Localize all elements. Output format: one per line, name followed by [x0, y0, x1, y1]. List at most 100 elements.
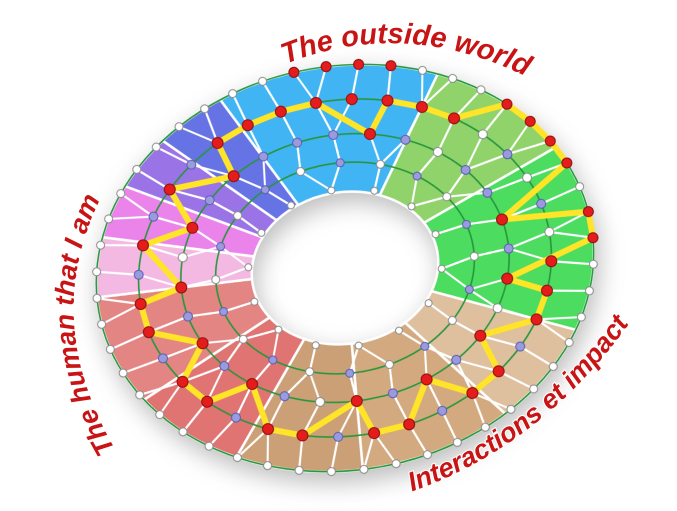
- node-ring1-29[interactable]: [137, 239, 150, 252]
- node-ring2-6[interactable]: [495, 213, 509, 226]
- node-ring1-27[interactable]: [134, 298, 147, 311]
- node-ring0-29[interactable]: [204, 441, 214, 451]
- node-ring3-14[interactable]: [219, 307, 229, 317]
- node-ring4-2[interactable]: [407, 202, 416, 211]
- node-ring0-44[interactable]: [200, 104, 210, 114]
- node-ring2-17[interactable]: [246, 378, 259, 391]
- node-ring0-47[interactable]: [288, 66, 300, 79]
- node-ring3-17[interactable]: [233, 211, 243, 221]
- node-ring1-23[interactable]: [201, 395, 214, 408]
- node-ring0-4[interactable]: [448, 73, 458, 83]
- node-ring0-27[interactable]: [263, 461, 273, 471]
- node-ring0-42[interactable]: [151, 142, 161, 152]
- node-ring2-23[interactable]: [186, 221, 199, 234]
- node-ring0-32[interactable]: [135, 390, 145, 400]
- node-ring1-22[interactable]: [230, 412, 241, 423]
- node-ring0-43[interactable]: [174, 122, 184, 132]
- node-ring1-24[interactable]: [176, 375, 189, 388]
- node-ring0-10[interactable]: [575, 182, 585, 192]
- node-ring0-6[interactable]: [501, 98, 513, 110]
- node-ring0-21[interactable]: [452, 437, 462, 447]
- node-ring2-25[interactable]: [227, 170, 240, 183]
- node-ring1-6[interactable]: [502, 149, 513, 160]
- node-ring4-6[interactable]: [394, 326, 403, 335]
- node-ring1-17[interactable]: [403, 418, 416, 431]
- node-ring0-39[interactable]: [104, 214, 114, 224]
- node-ring1-21[interactable]: [262, 423, 275, 436]
- node-ring0-40[interactable]: [116, 189, 126, 199]
- node-ring2-10[interactable]: [474, 329, 487, 342]
- node-ring1-14[interactable]: [492, 365, 505, 378]
- node-ring3-12[interactable]: [268, 355, 278, 365]
- node-ring1-18[interactable]: [368, 427, 381, 440]
- node-ring2-27[interactable]: [292, 137, 303, 148]
- node-ring4-11[interactable]: [244, 263, 253, 272]
- node-ring0-15[interactable]: [576, 312, 586, 322]
- node-ring2-5[interactable]: [482, 187, 493, 198]
- node-ring0-20[interactable]: [480, 422, 490, 432]
- node-ring1-3[interactable]: [415, 100, 429, 114]
- node-ring3-0[interactable]: [335, 158, 345, 168]
- node-ring3-1[interactable]: [375, 159, 385, 169]
- node-ring2-9[interactable]: [492, 303, 503, 314]
- node-ring2-16[interactable]: [279, 391, 290, 402]
- node-ring0-23[interactable]: [391, 459, 401, 469]
- node-ring2-2[interactable]: [400, 134, 411, 145]
- node-ring1-33[interactable]: [211, 137, 224, 150]
- node-ring0-11[interactable]: [582, 206, 595, 218]
- node-ring3-8[interactable]: [420, 341, 430, 351]
- node-ring2-12[interactable]: [420, 373, 433, 386]
- node-ring2-0[interactable]: [328, 130, 339, 141]
- node-ring4-7[interactable]: [354, 341, 363, 350]
- node-ring0-5[interactable]: [476, 85, 486, 95]
- node-ring4-8[interactable]: [311, 341, 320, 350]
- node-ring0-17[interactable]: [548, 362, 558, 372]
- node-ring1-1[interactable]: [345, 93, 358, 106]
- node-ring1-0[interactable]: [309, 96, 323, 110]
- node-ring0-12[interactable]: [587, 232, 599, 244]
- node-ring0-33[interactable]: [118, 368, 128, 378]
- node-ring0-7[interactable]: [524, 115, 536, 128]
- node-ring1-35[interactable]: [274, 105, 287, 118]
- node-ring1-32[interactable]: [186, 159, 197, 170]
- node-ring1-31[interactable]: [163, 183, 176, 196]
- node-ring1-10[interactable]: [545, 255, 558, 268]
- node-ring0-16[interactable]: [564, 337, 574, 347]
- node-ring3-4[interactable]: [461, 219, 471, 229]
- node-ring0-46[interactable]: [258, 76, 268, 86]
- node-ring1-15[interactable]: [466, 386, 479, 400]
- node-ring0-28[interactable]: [232, 453, 242, 463]
- node-ring4-9[interactable]: [274, 325, 283, 334]
- node-ring1-7[interactable]: [522, 172, 533, 183]
- node-ring3-3[interactable]: [442, 192, 452, 202]
- node-ring3-2[interactable]: [412, 171, 422, 181]
- node-ring4-4[interactable]: [437, 264, 446, 273]
- node-ring0-8[interactable]: [544, 135, 557, 147]
- node-ring1-8[interactable]: [536, 198, 547, 209]
- node-ring0-45[interactable]: [228, 89, 238, 99]
- node-ring0-24[interactable]: [359, 464, 369, 474]
- node-ring2-11[interactable]: [451, 354, 462, 365]
- node-ring1-19[interactable]: [333, 431, 344, 442]
- node-ring1-12[interactable]: [530, 313, 543, 326]
- node-ring0-25[interactable]: [326, 467, 336, 477]
- node-ring2-3[interactable]: [432, 146, 443, 157]
- node-ring3-10[interactable]: [345, 368, 355, 378]
- node-ring2-13[interactable]: [387, 388, 398, 399]
- node-ring1-9[interactable]: [544, 226, 555, 237]
- node-ring0-30[interactable]: [178, 427, 188, 437]
- node-ring1-25[interactable]: [157, 353, 168, 364]
- node-ring2-22[interactable]: [177, 252, 188, 263]
- node-ring0-13[interactable]: [588, 259, 598, 269]
- node-ring2-15[interactable]: [315, 396, 326, 407]
- node-ring4-10[interactable]: [250, 297, 259, 306]
- node-ring2-14[interactable]: [350, 394, 363, 408]
- node-ring2-20[interactable]: [183, 311, 194, 322]
- node-ring3-9[interactable]: [384, 359, 394, 369]
- node-ring0-14[interactable]: [584, 286, 594, 296]
- node-ring2-18[interactable]: [219, 361, 230, 372]
- node-ring2-26[interactable]: [258, 151, 269, 162]
- node-ring0-1[interactable]: [353, 58, 365, 71]
- node-ring1-28[interactable]: [133, 269, 144, 280]
- node-ring4-13[interactable]: [287, 201, 296, 210]
